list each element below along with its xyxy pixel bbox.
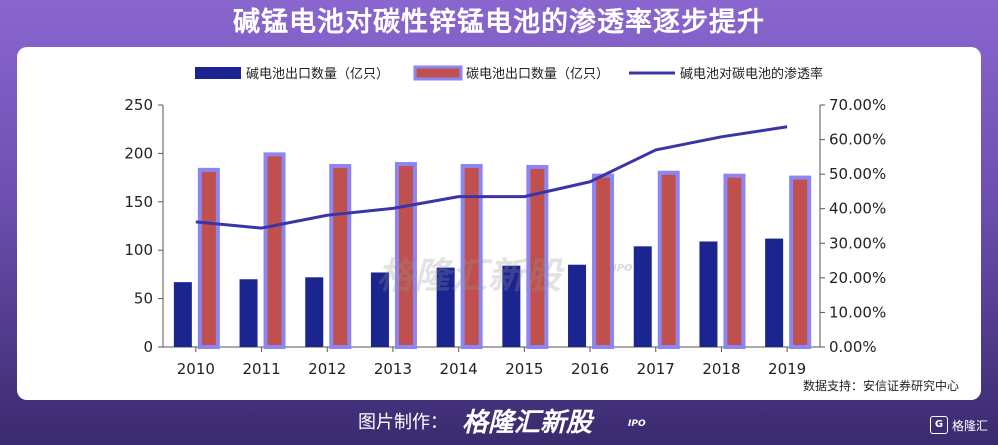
bar-alkaline: [502, 265, 521, 347]
x-tick-label: 2015: [505, 360, 543, 378]
corner-brand: G 格隆汇: [929, 416, 988, 434]
bar-carbon: [329, 163, 352, 350]
legend-label-alkaline: 碱电池出口数量（亿只）: [246, 67, 389, 82]
left-tick-label: 150: [124, 193, 153, 211]
left-tick-label: 50: [134, 290, 153, 308]
line-penetration-rate: [195, 125, 788, 230]
bar-alkaline: [173, 282, 192, 347]
x-tick-label: 2014: [440, 360, 478, 378]
right-tick-label: 70.00%: [829, 96, 886, 114]
x-tick-label: 2016: [571, 360, 609, 378]
x-tick-label: 2010: [177, 360, 215, 378]
combo-chart: 0 50 100 150 200 250 0.00% 10.00% 20.00% 30.00% 40…: [124, 65, 959, 393]
bar-carbon: [460, 163, 483, 350]
bar-alkaline: [633, 246, 652, 347]
x-tick-label: 2018: [702, 360, 740, 378]
legend-label-line: 碱电池对碳电池的渗透率: [680, 66, 823, 82]
bar-carbon: [789, 175, 812, 349]
brand-logo-icon: G: [929, 416, 948, 434]
x-tick-label: 2013: [374, 360, 412, 378]
right-tick-label: 0.00%: [829, 338, 877, 356]
footer-label: 图片制作：: [358, 412, 448, 433]
bar-alkaline: [699, 241, 718, 347]
right-tick-label: 60.00%: [829, 131, 886, 149]
legend-swatch-carbon: [413, 65, 463, 81]
bar-carbon: [723, 173, 746, 349]
watermark: 格隆汇新股: [377, 256, 563, 297]
x-tick-label: 2019: [768, 360, 806, 378]
x-tick-label: 2017: [637, 360, 675, 378]
legend-label-carbon: 碳电池出口数量（亿只）: [466, 67, 609, 82]
bar-carbon: [394, 162, 417, 349]
bar-alkaline: [305, 277, 324, 347]
watermark-sub: IPO: [613, 263, 633, 274]
chart-panel: 0 50 100 150 200 250 0.00% 10.00% 20.00% 30.00% 40…: [17, 47, 981, 400]
bar-alkaline: [370, 272, 389, 347]
source-note: 数据支持：安信证券研究中心: [803, 378, 959, 393]
x-tick-label: 2011: [242, 360, 280, 378]
bar-carbon: [526, 164, 549, 350]
page-title: 碱锰电池对碳性锌锰电池的渗透率逐步提升: [233, 7, 765, 38]
x-tick-label: 2012: [308, 360, 346, 378]
bar-carbon: [263, 152, 286, 349]
brand-name: 格隆汇: [951, 418, 988, 433]
right-tick-label: 20.00%: [829, 269, 886, 287]
left-tick-label: 250: [124, 96, 153, 114]
bar-carbon: [592, 173, 615, 349]
left-tick-label: 0: [143, 338, 153, 356]
bar-alkaline: [568, 264, 587, 347]
bar-alkaline: [765, 238, 784, 347]
right-tick-label: 50.00%: [829, 165, 886, 183]
left-tick-label: 100: [124, 241, 153, 259]
bar-alkaline: [239, 279, 258, 347]
legend-swatch-alkaline: [195, 67, 241, 79]
footer-logo-sub: IPO: [628, 419, 646, 429]
bar-carbon: [197, 167, 220, 349]
right-tick-label: 40.00%: [829, 200, 886, 218]
right-tick-label: 30.00%: [829, 234, 886, 252]
right-tick-label: 10.00%: [829, 303, 886, 321]
bar-carbon: [657, 170, 680, 350]
bar-alkaline: [436, 267, 455, 347]
footer-logo: 格隆汇新股: [462, 408, 593, 438]
left-tick-label: 200: [124, 144, 153, 162]
